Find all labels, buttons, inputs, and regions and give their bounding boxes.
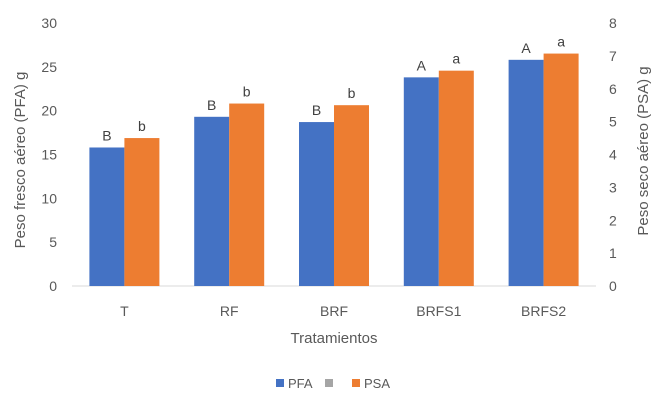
- y-tick-label-left: 25: [41, 59, 57, 75]
- y-tick-label-right: 1: [609, 245, 617, 261]
- bar-psa-brfs2: [543, 53, 579, 287]
- y-tick-label-right: 2: [609, 212, 617, 228]
- significance-label: B: [102, 127, 111, 143]
- bar-pfa-t: [89, 147, 125, 286]
- y-tick-label-left: 5: [49, 234, 57, 250]
- y-tick-label-left: 15: [41, 147, 57, 163]
- y-tick-label-right: 6: [609, 81, 617, 97]
- legend: PFA PSA: [276, 376, 390, 391]
- category-label: T: [120, 303, 129, 319]
- category-label: BRFS1: [416, 303, 461, 319]
- significance-label: b: [243, 84, 251, 100]
- significance-label: b: [138, 118, 146, 134]
- left-axis-ticks: 0 5 10 15 20 25 30: [41, 15, 57, 294]
- legend-label: PSA: [364, 376, 390, 391]
- bar-pfa-brf: [299, 122, 334, 287]
- bar-pfa-brfs1: [403, 77, 439, 286]
- right-axis-ticks: 0 1 2 3 4 5 6 7 8: [609, 15, 617, 294]
- x-axis-title: Tratamientos: [291, 330, 378, 347]
- bar-psa-rf: [229, 103, 265, 286]
- bar-pfa-brfs2: [508, 59, 544, 286]
- y-tick-label-left: 30: [41, 15, 57, 31]
- y-tick-label-left: 0: [49, 278, 57, 294]
- significance-labels: Bb Bb Bb A a A a: [102, 34, 565, 144]
- significance-label: A: [521, 40, 531, 56]
- significance-label: A: [417, 57, 427, 73]
- y-tick-label-right: 3: [609, 179, 617, 195]
- y-tick-label-left: 20: [41, 103, 57, 119]
- legend-swatch: [276, 379, 284, 387]
- y-tick-label-right: 5: [609, 114, 617, 130]
- y-tick-label-right: 8: [609, 15, 617, 31]
- legend-label: PFA: [288, 376, 313, 391]
- bar-psa-brfs1: [438, 70, 474, 286]
- bar-psa-brf: [334, 105, 369, 286]
- y-tick-label-right: 4: [609, 147, 617, 163]
- significance-label: a: [557, 34, 565, 50]
- y-tick-label-right: 7: [609, 48, 617, 64]
- y-tick-label-right: 0: [609, 278, 617, 294]
- category-label: RF: [220, 303, 239, 319]
- category-label: BRF: [320, 303, 348, 319]
- y-tick-label-left: 10: [41, 190, 57, 206]
- significance-label: B: [312, 102, 321, 118]
- y-axis-title-left: Peso fresco aéreo (PFA) g: [12, 72, 29, 249]
- legend-swatch: [352, 379, 360, 387]
- category-labels: T RF BRF BRFS1 BRFS2: [120, 303, 566, 319]
- significance-label: b: [348, 85, 356, 101]
- significance-label: a: [452, 51, 460, 67]
- legend-swatch: [325, 379, 333, 387]
- bar-psa-t: [124, 138, 160, 286]
- bars: [89, 53, 579, 287]
- y-axis-title-right: Peso seco aéreo (PSA) g: [635, 66, 652, 235]
- bar-pfa-rf: [194, 116, 230, 286]
- category-label: BRFS2: [521, 303, 566, 319]
- significance-label: B: [207, 97, 216, 113]
